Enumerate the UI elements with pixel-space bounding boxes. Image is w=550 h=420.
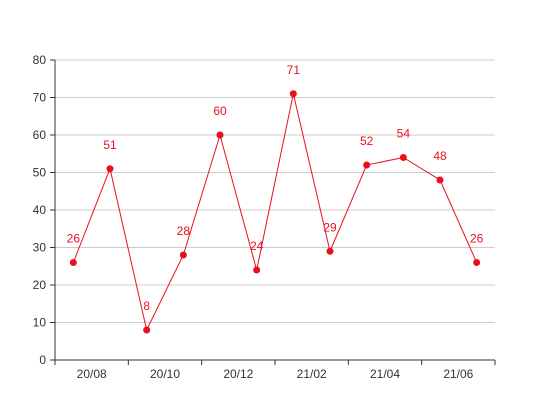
data-point-20-12 — [216, 131, 224, 139]
data-label-20-10: 8 — [143, 299, 150, 313]
data-point-21-05 — [399, 154, 407, 161]
data-point-21-01 — [253, 266, 261, 274]
data-point-20-09 — [106, 165, 114, 173]
x-tick-label-21-06: 21/06 — [443, 367, 473, 381]
data-point-21-06 — [436, 176, 444, 184]
x-tick-label-21-04: 21/04 — [370, 367, 400, 381]
data-label-21-05: 54 — [397, 127, 411, 141]
data-label-21-02: 71 — [287, 63, 301, 77]
data-label-20-08: 26 — [67, 232, 81, 246]
y-tick-label-70: 70 — [33, 91, 47, 105]
data-label-21-04: 52 — [360, 134, 374, 148]
grid-lines — [55, 59, 495, 323]
data-point-21-04 — [363, 161, 371, 169]
x-tick-label-20-10: 20/10 — [150, 367, 180, 381]
data-label-21-06: 48 — [433, 149, 447, 163]
data-label-21-03: 29 — [323, 220, 337, 234]
data-labels: 26 51 8 28 60 24 71 29 52 54 48 26 — [67, 63, 484, 313]
axes: 0 10 20 30 40 50 60 70 80 20/08 20/10 20/12 21/02 21/… — [33, 53, 496, 381]
data-label-21-07: 26 — [470, 232, 484, 246]
data-point-21-07 — [473, 259, 481, 266]
y-tick-label-30: 30 — [33, 241, 47, 255]
series-group — [69, 90, 481, 334]
y-tick-label-50: 50 — [33, 166, 47, 180]
data-label-20-12: 60 — [213, 104, 227, 118]
data-point-20-11 — [179, 251, 187, 259]
data-label-21-01: 24 — [250, 239, 264, 253]
data-point-20-08 — [69, 259, 77, 266]
data-label-20-09: 51 — [103, 138, 117, 152]
data-point-21-02 — [289, 90, 297, 98]
y-tick-label-80: 80 — [33, 53, 47, 67]
y-tick-label-60: 60 — [33, 128, 47, 142]
data-point-20-10 — [143, 326, 151, 334]
x-tick-label-20-12: 20/12 — [223, 367, 253, 381]
data-label-20-11: 28 — [177, 224, 191, 238]
x-tick-label-21-02: 21/02 — [297, 367, 327, 381]
y-tick-label-10: 10 — [33, 316, 47, 330]
data-point-21-03 — [326, 247, 334, 255]
x-tick-label-20-08: 20/08 — [77, 367, 107, 381]
series-line — [72, 93, 478, 332]
y-tick-label-20: 20 — [33, 278, 47, 292]
y-tick-label-0: 0 — [39, 353, 46, 367]
y-tick-label-40: 40 — [33, 203, 47, 217]
